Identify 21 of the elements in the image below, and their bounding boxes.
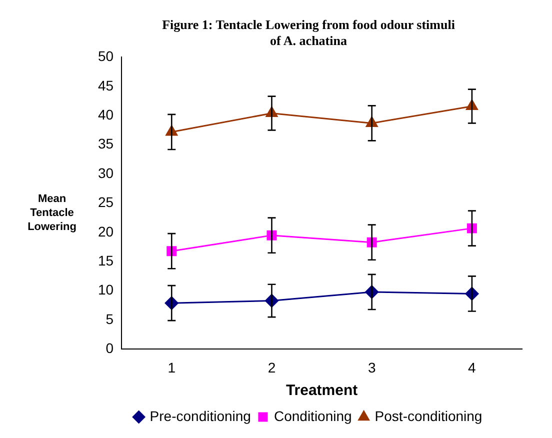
x-axis-title: Treatment xyxy=(286,382,358,400)
y-tick-label: 25 xyxy=(98,194,114,210)
y-tick-label: 5 xyxy=(106,310,114,327)
legend-label: Pre-conditioning xyxy=(150,408,251,424)
x-tick-label: 4 xyxy=(468,359,476,376)
y-tick-label: 45 xyxy=(98,77,114,94)
y-tick-label: 0 xyxy=(106,340,114,356)
y-tick-label: 20 xyxy=(98,223,114,240)
x-tick-label: 3 xyxy=(368,359,376,376)
y-tick-label: 35 xyxy=(98,136,114,152)
y-axis-title: Mean Tentacle Lowering xyxy=(28,193,76,234)
chart-title: Figure 1: Tentacle Lowering from food odour stimuli of A. achatina xyxy=(162,17,456,48)
legend-label: Conditioning xyxy=(274,408,352,424)
x-tick-label: 2 xyxy=(268,359,276,376)
y-tick-label: 30 xyxy=(98,164,114,181)
legend-label: Post-conditioning xyxy=(374,408,482,424)
y-tick-label: 10 xyxy=(98,282,114,298)
y-tick-label: 15 xyxy=(98,252,114,268)
x-tick-label: 1 xyxy=(168,359,176,376)
y-tick-label: 40 xyxy=(98,106,114,122)
y-tick-label: 50 xyxy=(98,48,114,64)
